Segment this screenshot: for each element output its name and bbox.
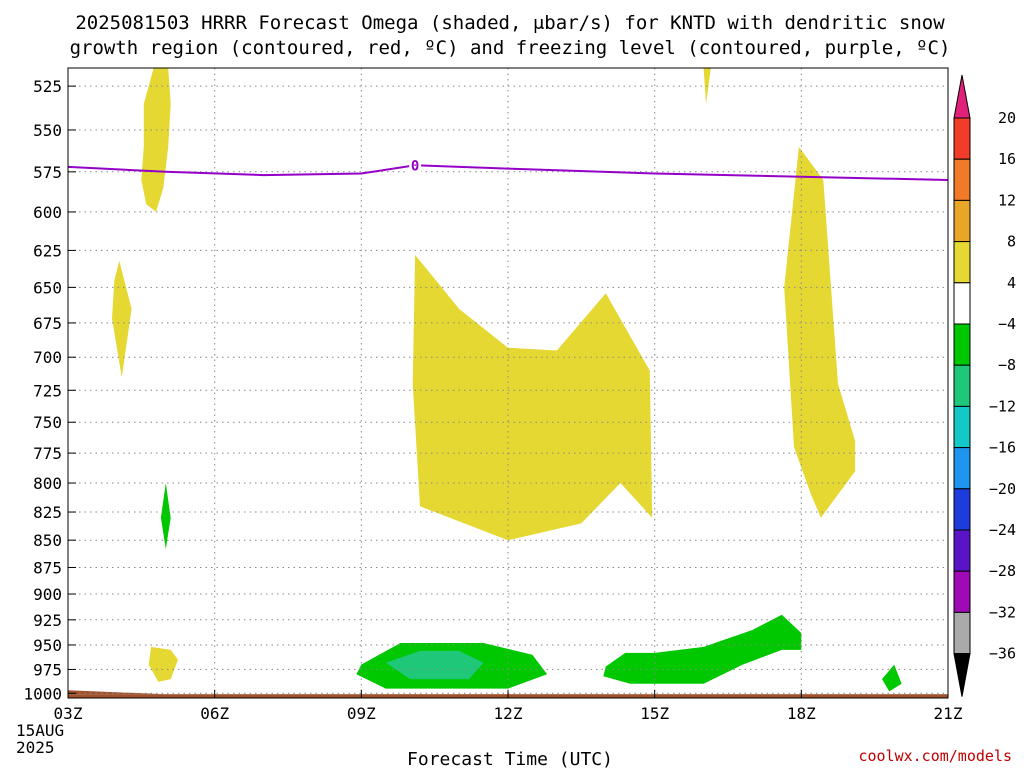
region-omega-4-8-e [148,646,178,682]
x-tick-label-06Z: 06Z [200,704,229,723]
y-tick-label-775: 775 [33,444,62,463]
colorbar-label-0: 20 [998,109,1016,127]
y-tick-label-1000: 1000 [23,684,62,703]
x-tick-sublabel-1: 2025 [16,738,55,757]
colorbar-label-2: 12 [998,191,1016,209]
colorbar-bin-5 [953,282,971,325]
colorbar-label-6: −8 [998,356,1016,374]
colorbar-label-10: −24 [989,521,1016,539]
colorbar-bin-8 [953,405,971,449]
y-tick-label-550: 550 [33,121,62,140]
y-tick-label-625: 625 [33,241,62,260]
y-tick-label-800: 800 [33,474,62,493]
region-omega-4-8-c [412,254,653,541]
y-tick-label-950: 950 [33,636,62,655]
y-tick-label-750: 750 [33,413,62,432]
colorbar-bin-13 [953,611,971,655]
colorbar-label-13: −36 [989,645,1016,663]
colorbar-bin-12 [953,570,971,613]
freezing-level-label: 0 [411,158,419,174]
y-tick-label-925: 925 [33,611,62,630]
region-omega-neg8-neg12 [385,650,484,680]
y-tick-label-725: 725 [33,381,62,400]
colorbar: 20 16 12 8 4 −4 −8 −12 −16 −20 −24 −28 −32 −36 [953,74,1016,697]
colorbar-bin-10 [953,488,971,531]
y-tick-label-700: 700 [33,348,62,367]
colorbar-label-11: −28 [989,562,1016,580]
x-axis-title: Forecast Time (UTC) [407,749,613,768]
region-omega-neg4-neg8-a [160,483,171,549]
x-tick-label-15Z: 15Z [640,704,669,723]
colorbar-label-8: −16 [989,439,1016,457]
y-tick-label-850: 850 [33,531,62,550]
colorbar-bin-1 [953,117,971,160]
credit-link[interactable]: coolwx.com/models [858,747,1012,765]
y-tick-label-575: 575 [33,163,62,182]
colorbar-bin-4 [953,241,971,284]
colorbar-label-7: −12 [989,397,1016,415]
y-tick-label-650: 650 [33,278,62,297]
colorbar-label-1: 16 [998,150,1016,168]
region-omega-4-8-d [784,146,856,518]
colorbar-bin-2 [953,158,971,201]
x-tick-label-18Z: 18Z [787,704,816,723]
region-omega-neg4-neg8-c [603,614,802,684]
ground-edge [68,690,166,695]
y-axis: 525 550 575 600 625 650 675 700 725 750 775 800 825 8… [23,77,76,703]
colorbar-label-9: −20 [989,480,1016,498]
colorbar-label-12: −32 [989,603,1016,621]
y-tick-label-525: 525 [33,77,62,96]
y-tick-label-900: 900 [33,585,62,604]
freezing-level-contour: 0 [68,157,948,181]
colorbar-label-5: −4 [998,315,1016,333]
omega-shading [112,68,902,692]
region-omega-4-8-a [141,68,171,212]
region-omega-4-8-b [112,260,132,378]
colorbar-label-3: 8 [1007,233,1016,251]
colorbar-bin-11 [953,529,971,572]
colorbar-top-arrow [953,74,971,119]
colorbar-bin-6 [953,323,971,366]
chart-title-line-2: growth region (contoured, red, ºC) and f… [70,37,951,59]
colorbar-bin-9 [953,447,971,490]
colorbar-bottom-arrow [953,653,971,697]
x-tick-sublabel-0: 15AUG [16,721,64,740]
freezing-level-label-bg [409,157,422,174]
x-tick-label-21Z: 21Z [934,704,963,723]
colorbar-bin-7 [953,364,971,407]
y-tick-label-975: 975 [33,660,62,679]
chart-title-line-1: 2025081503 HRRR Forecast Omega (shaded, … [75,12,945,34]
y-tick-label-600: 600 [33,203,62,222]
x-tick-label-03Z: 03Z [54,704,83,723]
x-tick-label-09Z: 09Z [347,704,376,723]
y-tick-label-875: 875 [33,558,62,577]
x-tick-label-12Z: 12Z [494,704,523,723]
y-tick-label-675: 675 [33,314,62,333]
colorbar-label-4: 4 [1007,274,1016,292]
colorbar-bin-3 [953,199,971,243]
y-tick-label-825: 825 [33,503,62,522]
region-omega-neg4-neg8-d [882,664,902,692]
